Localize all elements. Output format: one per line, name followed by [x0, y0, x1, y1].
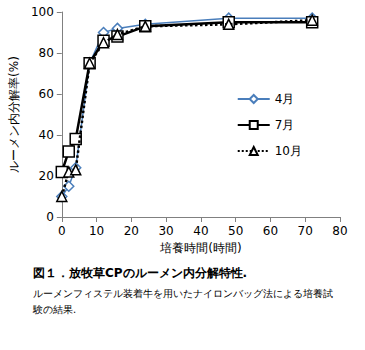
svg-text:験の結果.: 験の結果. — [32, 304, 76, 315]
svg-text:10月: 10月 — [275, 144, 302, 158]
svg-text:40: 40 — [39, 128, 54, 142]
svg-text:ルーメンフィステル装着牛を用いたナイロンバッグ法による培養試: ルーメンフィステル装着牛を用いたナイロンバッグ法による培養試 — [33, 288, 333, 299]
svg-text:0: 0 — [46, 210, 54, 224]
svg-text:0: 0 — [58, 224, 66, 238]
svg-text:4月: 4月 — [275, 92, 295, 106]
svg-text:50: 50 — [228, 224, 243, 238]
svg-text:30: 30 — [158, 224, 173, 238]
svg-text:70: 70 — [298, 224, 313, 238]
svg-text:40: 40 — [193, 224, 208, 238]
svg-text:60: 60 — [263, 224, 278, 238]
svg-text:80: 80 — [39, 46, 54, 60]
svg-text:100: 100 — [31, 5, 54, 19]
svg-text:培養時間(時間): 培養時間(時間) — [159, 241, 241, 255]
svg-text:図１．放牧草CPのルーメン内分解特性.: 図１．放牧草CPのルーメン内分解特性. — [33, 266, 247, 280]
svg-text:20: 20 — [124, 224, 139, 238]
svg-text:7月: 7月 — [275, 118, 295, 132]
svg-text:ルーメン内分解率(%): ルーメン内分解率(%) — [7, 56, 21, 173]
svg-text:80: 80 — [332, 224, 347, 238]
svg-text:20: 20 — [39, 169, 54, 183]
svg-text:10: 10 — [89, 224, 104, 238]
svg-text:60: 60 — [39, 87, 54, 101]
